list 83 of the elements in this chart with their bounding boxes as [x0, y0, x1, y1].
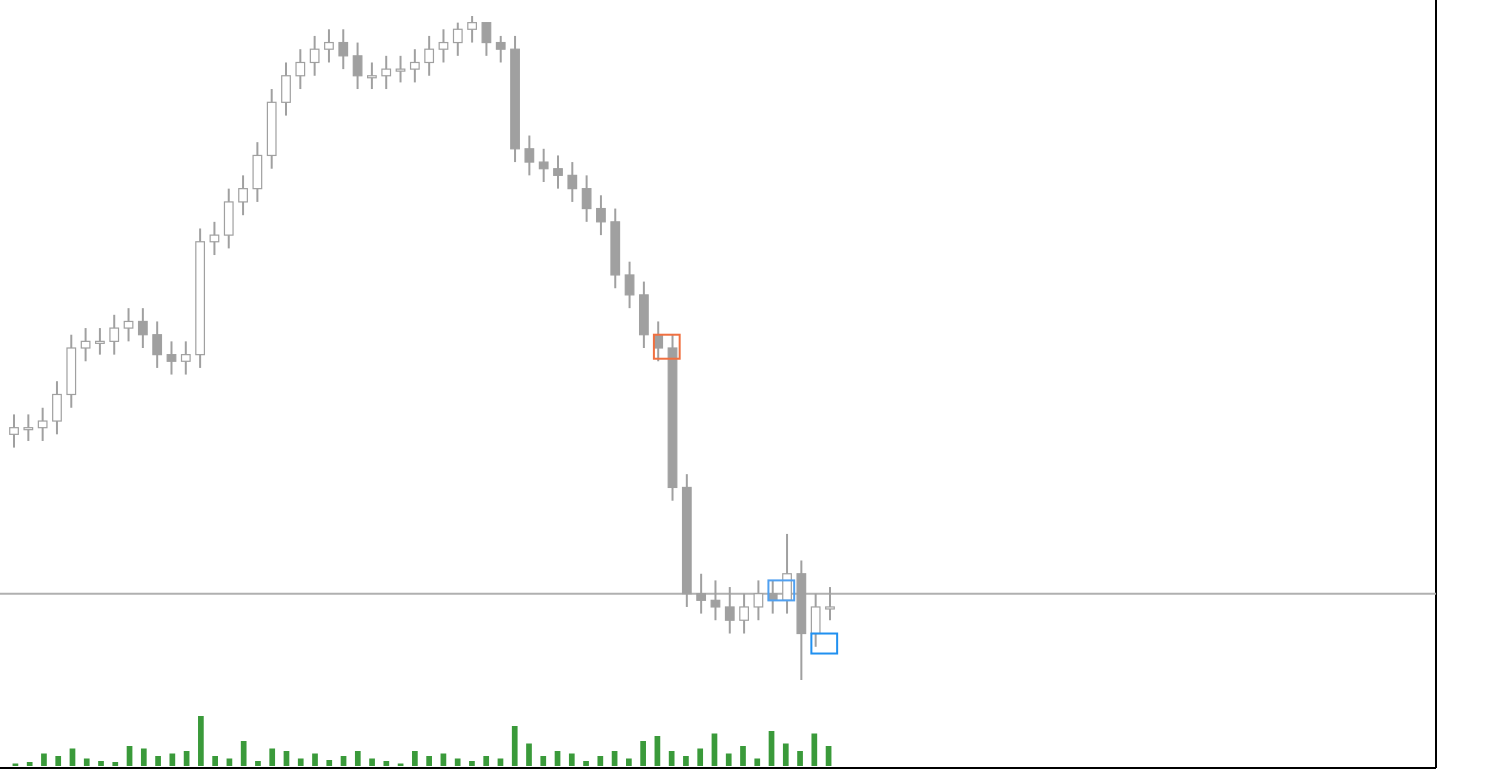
- candlestick: [23, 413, 34, 442]
- candlestick: [352, 41, 363, 91]
- candlestick: [481, 21, 492, 57]
- bar: [526, 743, 532, 766]
- candlestick: [123, 307, 134, 343]
- bar: [797, 751, 803, 766]
- bar: [412, 751, 418, 766]
- bar: [297, 758, 304, 766]
- candlestick: [109, 313, 120, 356]
- candlestick: [367, 61, 377, 91]
- bar: [240, 741, 247, 766]
- candlestick: [223, 187, 234, 250]
- bar: [754, 758, 761, 766]
- candlestick: [9, 413, 19, 449]
- candlestick: [152, 320, 163, 369]
- bar: [155, 756, 161, 766]
- candlestick: [338, 28, 349, 71]
- candlestick: [295, 48, 306, 91]
- candlestick: [710, 579, 721, 622]
- candlestick: [810, 592, 821, 648]
- candlestick: [553, 154, 563, 190]
- bar: [140, 748, 147, 766]
- bar: [312, 753, 318, 766]
- bar: [725, 753, 732, 766]
- candlestick: [252, 141, 263, 203]
- candlestick: [395, 54, 406, 84]
- candlestick: [37, 406, 48, 442]
- bar: [811, 733, 818, 766]
- candlestick: [238, 174, 248, 217]
- candlestick: [80, 327, 91, 363]
- bar: [454, 758, 461, 766]
- bar: [626, 758, 632, 766]
- candlestick: [538, 147, 549, 183]
- candlestick: [95, 327, 105, 356]
- candlestick: [696, 572, 707, 615]
- bar: [326, 760, 333, 766]
- bar: [668, 751, 675, 766]
- candlestick: [324, 28, 334, 64]
- bar: [540, 756, 547, 766]
- bar: [354, 751, 361, 766]
- candlestick: [825, 586, 835, 622]
- candlestick: [724, 586, 735, 635]
- bar: [740, 746, 746, 766]
- candlestick: [467, 15, 477, 44]
- candlestick: [281, 61, 291, 117]
- bar: [169, 753, 176, 766]
- bar: [55, 756, 62, 766]
- bar: [198, 716, 204, 766]
- candlestick: [52, 380, 62, 436]
- candlestick: [524, 134, 535, 177]
- bar: [640, 741, 646, 766]
- candlestick: [438, 28, 449, 64]
- bar: [41, 753, 47, 766]
- candlestick: [209, 220, 220, 257]
- candlestick: [309, 34, 320, 77]
- candlestick: [638, 280, 649, 349]
- bar: [426, 756, 432, 766]
- candlestick: [495, 34, 506, 64]
- bar: [269, 748, 276, 766]
- candlestick: [596, 194, 606, 237]
- candlestick: [66, 333, 77, 409]
- candlestick: [137, 307, 148, 349]
- candlestick: [739, 592, 749, 635]
- bar: [483, 756, 490, 766]
- candlestick: [381, 54, 392, 91]
- bar: [568, 753, 575, 766]
- candlestick: [180, 340, 191, 376]
- candlestick: [753, 579, 764, 622]
- candlestick: [581, 174, 592, 223]
- candlestick: [452, 21, 463, 57]
- bar: [212, 756, 218, 766]
- bar: [597, 756, 604, 766]
- bar: [697, 748, 704, 766]
- bar: [511, 726, 518, 766]
- candlestick: [409, 48, 420, 84]
- candlestick: [567, 161, 578, 203]
- bar: [782, 743, 789, 766]
- bar: [83, 758, 90, 766]
- bar: [683, 756, 689, 766]
- candlestick: [166, 340, 177, 376]
- bar: [369, 758, 375, 766]
- candlestick: [624, 260, 635, 310]
- candlestick: [424, 34, 435, 77]
